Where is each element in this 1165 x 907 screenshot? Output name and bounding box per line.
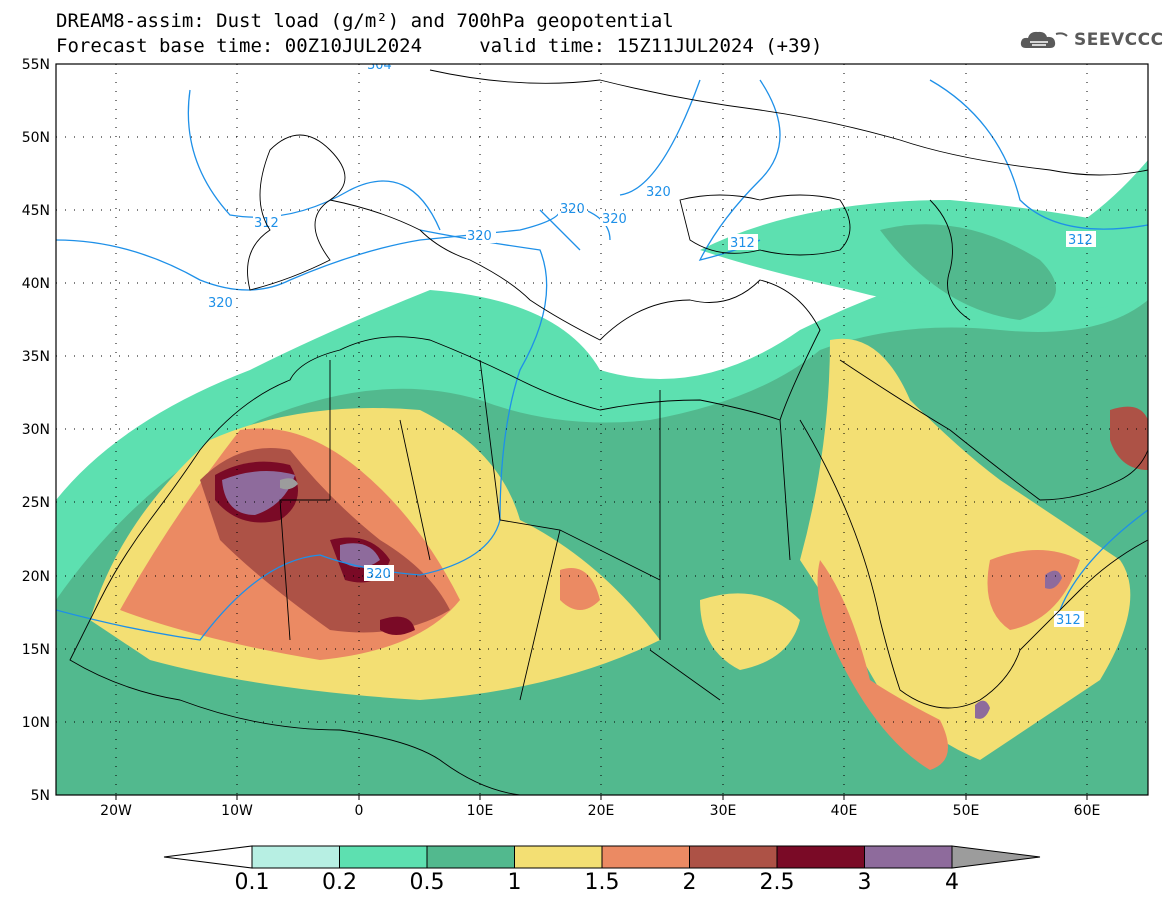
lat-label: 10N (22, 715, 50, 731)
colorbar (163, 845, 1041, 869)
lat-label: 35N (22, 349, 50, 365)
coastlines (69, 69, 1148, 795)
lat-label: 15N (22, 642, 50, 658)
lon-label: 20E (588, 803, 615, 819)
colorbar-segment (689, 845, 778, 869)
colorbar-under-triangle (163, 845, 253, 869)
lon-label: 0 (355, 803, 364, 819)
lon-label: 30E (710, 803, 737, 819)
colorbar-segment (601, 845, 690, 869)
contour-label: 312 (1056, 613, 1081, 628)
contour-label: 320 (366, 567, 391, 582)
colorbar-label: 0.5 (409, 870, 445, 895)
plot-frame (55, 63, 1149, 796)
colorbar-label: 0.1 (234, 870, 270, 895)
lon-labels: 20W 10W 0 10E 20E 30E 40E 50E 60E (100, 803, 1100, 819)
colorbar-label: 1 (507, 870, 522, 895)
colorbar-label: 2.5 (759, 870, 795, 895)
lat-label: 25N (22, 495, 50, 511)
ticks (115, 795, 1088, 800)
geopotential-contours (56, 79, 1148, 641)
contour-label: 320 (560, 202, 585, 217)
colorbar-label: 2 (682, 870, 697, 895)
contour-label: 320 (602, 212, 627, 227)
cloud-logo-icon (1020, 31, 1068, 48)
logo-text: SEEVCCC (1074, 30, 1164, 50)
lat-label: 45N (22, 203, 50, 219)
contour-label: 304 (367, 58, 392, 73)
lon-label: 40E (831, 803, 858, 819)
colorbar-segment (426, 845, 515, 869)
colorbar-segment (864, 845, 953, 869)
contour-label: 320 (208, 296, 233, 311)
colorbar-segment (776, 845, 865, 869)
lat-label: 40N (22, 276, 50, 292)
lat-label: 55N (22, 57, 50, 73)
lon-label: 60E (1074, 803, 1101, 819)
colorbar-label: 0.2 (322, 870, 357, 895)
dust-fields: 312 320 320 320 320 320 312 320 312 312 … (56, 58, 1148, 795)
lat-label: 5N (31, 788, 50, 804)
map-subtitle: Forecast base time: 00Z10JUL2024 valid t… (56, 35, 823, 57)
lat-label: 50N (22, 130, 50, 146)
lat-labels: 5N 10N 15N 20N 25N 30N 35N 40N 45N 50N 5… (22, 57, 50, 804)
colorbar-label: 3 (857, 870, 872, 895)
lat-label: 30N (22, 422, 50, 438)
lon-label: 50E (953, 803, 980, 819)
contour-label: 320 (646, 185, 671, 200)
colorbar-segment (339, 845, 428, 869)
colorbar-segment (514, 845, 603, 869)
contour-label: 312 (730, 236, 755, 251)
colorbar-label: 1.5 (584, 870, 620, 895)
colorbar-segment (251, 845, 340, 869)
lat-label: 20N (22, 569, 50, 585)
lon-label: 10W (221, 803, 253, 819)
colorbar-over-triangle (951, 845, 1041, 869)
lon-label: 20W (100, 803, 132, 819)
grid (56, 64, 1148, 795)
contour-label: 320 (467, 229, 492, 244)
lon-label: 10E (467, 803, 494, 819)
colorbar-label: 4 (945, 870, 959, 895)
contour-label: 312 (1068, 233, 1093, 248)
map-title: DREAM8-assim: Dust load (g/m²) and 700hP… (56, 10, 674, 32)
seevccc-logo: SEEVCCC (1018, 28, 1164, 52)
